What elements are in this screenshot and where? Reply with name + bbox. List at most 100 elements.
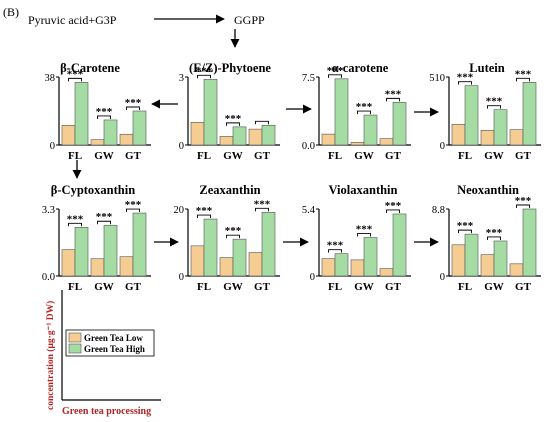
category-label-fl: FL [197, 281, 211, 293]
bar-low-fl [321, 133, 336, 146]
bar-high-gt [261, 212, 276, 277]
bar-high-gw [363, 237, 378, 277]
significance-label: *** [225, 225, 242, 237]
bar-low-fl [61, 125, 76, 146]
significance-label: *** [515, 195, 532, 207]
significance-bracket [516, 77, 530, 82]
bar-low-gw [219, 136, 234, 146]
bar-high-gt [522, 208, 537, 277]
category-label-fl: FL [458, 281, 472, 293]
y-tick-label: 38 [45, 73, 56, 84]
bar-low-fl [451, 244, 466, 277]
significance-bracket [126, 106, 140, 110]
y-tick-label: 5.4 [302, 205, 316, 216]
chart-title: Neoxanthin [457, 183, 519, 197]
category-label-gt: GT [254, 150, 271, 162]
significance-label: *** [457, 220, 474, 232]
bar-low-gt [379, 268, 394, 277]
chart-title: Lutein [469, 61, 504, 75]
significance-bracket [126, 208, 140, 213]
significance-bracket [487, 236, 501, 240]
legend-label-high: Green Tea High [84, 344, 145, 354]
y-tick-label: 3.3 [42, 205, 55, 216]
y-tick-label: 7.5 [302, 73, 315, 84]
bar-low-gt [509, 129, 524, 146]
bar-low-fl [321, 258, 336, 277]
chart-e-z-phytoene: (E/Z)-Phytoene 0 3 *** FL *** GW GT [179, 61, 280, 162]
y-tick-label: 0 [50, 141, 55, 152]
chart-title: α-carotene [332, 61, 389, 75]
category-label-fl: FL [197, 150, 211, 162]
chart-title: β-Cyptoxanthin [51, 183, 135, 197]
category-label-gw: GW [223, 150, 243, 162]
significance-label: *** [125, 97, 142, 109]
significance-label: *** [356, 101, 373, 113]
significance-bracket [255, 207, 269, 212]
legend-swatch-low [68, 332, 82, 343]
bar-low-gw [90, 258, 105, 277]
bar-high-gt [392, 213, 407, 277]
significance-bracket [97, 220, 111, 225]
category-label-gw: GW [484, 150, 504, 162]
bar-high-gt [392, 102, 407, 146]
bar-low-gt [248, 128, 263, 146]
significance-bracket [197, 214, 211, 219]
pathway-product: GGPP [234, 13, 265, 27]
significance-label: *** [327, 65, 344, 77]
y-tick-label: 0 [440, 141, 445, 152]
category-label-gt: GT [385, 150, 402, 162]
y-tick-label: 0 [179, 141, 184, 152]
significance-bracket [68, 77, 82, 82]
significance-label: *** [385, 200, 402, 212]
legend-swatch-high [68, 343, 82, 354]
significance-label: *** [67, 68, 84, 80]
category-label-gt: GT [515, 281, 532, 293]
bar-high-fl [334, 253, 349, 277]
y-tick-label: 8.8 [432, 205, 445, 216]
significance-bracket [226, 122, 240, 126]
category-label-fl: FL [328, 150, 342, 162]
significance-bracket [328, 74, 342, 78]
chart-title: β-Carotene [60, 61, 120, 75]
significance-bracket [357, 233, 371, 237]
chart-beta-carotene: β-Carotene 0 38 *** FL *** GW *** GT [45, 61, 151, 162]
significance-label: *** [385, 88, 402, 100]
y-tick-label: 0 [440, 272, 445, 283]
bar-low-gw [90, 139, 105, 146]
y-tick-label: 0 [310, 272, 315, 283]
chart-beta-cyptoxanthin: β-Cyptoxanthin 0.0 3.3 *** FL *** GW *** GT [42, 183, 151, 293]
y-tick-label: 0.0 [42, 272, 55, 283]
pathway-source: Pyruvic acid+G3P [28, 13, 117, 27]
bar-high-fl [203, 218, 218, 277]
chart-title: Zeaxanthin [199, 183, 260, 197]
significance-label: *** [67, 213, 84, 225]
bar-high-fl [464, 85, 479, 146]
category-label-gw: GW [354, 281, 374, 293]
category-label-fl: FL [68, 150, 82, 162]
chart-alpha-carotene: α-carotene 0.0 7.5 *** FL *** GW *** GT [302, 61, 411, 162]
significance-label: *** [96, 106, 113, 118]
significance-bracket [386, 97, 400, 102]
bar-low-fl [61, 249, 76, 277]
chart-title: Violaxanthin [328, 183, 397, 197]
significance-bracket [458, 81, 472, 85]
bar-high-gt [261, 124, 276, 146]
chart-title: (E/Z)-Phytoene [189, 61, 271, 75]
significance-label: *** [225, 113, 242, 125]
bar-high-gt [522, 82, 537, 146]
significance-label: *** [515, 68, 532, 80]
bar-low-fl [451, 124, 466, 146]
bar-high-gw [493, 240, 508, 277]
bar-high-fl [74, 226, 89, 277]
y-tick-label: 3 [179, 73, 184, 84]
significance-label: *** [96, 211, 113, 223]
significance-bracket [97, 115, 111, 119]
significance-bracket [226, 234, 240, 239]
category-label-gt: GT [125, 150, 142, 162]
bar-high-fl [464, 233, 479, 277]
y-tick-label: 0.0 [302, 141, 315, 152]
significance-label: *** [457, 72, 474, 84]
significance-label: *** [254, 198, 271, 210]
bar-high-fl [203, 78, 218, 146]
significance-bracket [386, 209, 400, 213]
